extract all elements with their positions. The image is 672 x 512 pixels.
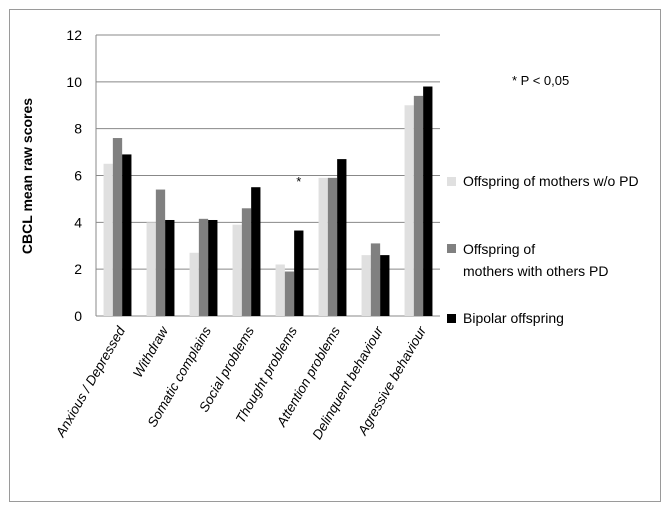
y-tick-labels: 0 2 4 6 8 10 12 — [66, 27, 82, 324]
bar — [380, 255, 390, 316]
bar — [241, 208, 252, 316]
bar — [370, 243, 381, 316]
bar — [413, 95, 424, 316]
bar — [294, 230, 304, 316]
legend-label-1: Offspring of mothers with others PD — [463, 241, 609, 279]
significance-star: * — [296, 174, 301, 189]
x-category-label: Anxious / Depressed — [52, 324, 128, 441]
y-tick-label: 0 — [74, 308, 82, 324]
y-tick-label: 6 — [74, 168, 82, 184]
bar — [327, 177, 338, 316]
bar — [155, 189, 166, 316]
bar — [361, 255, 371, 316]
bar — [165, 219, 175, 316]
legend-swatch-0 — [447, 177, 456, 186]
bar — [284, 271, 295, 316]
bar — [208, 219, 218, 316]
legend: Offspring of mothers w/o PD Offspring of… — [447, 173, 639, 326]
y-axis-label: CBCL mean raw scores — [19, 98, 35, 254]
bar — [337, 159, 347, 316]
y-tick-label: 4 — [74, 214, 82, 230]
y-tick-label: 8 — [74, 121, 82, 137]
y-tick-label: 10 — [66, 74, 82, 90]
legend-swatch-2 — [447, 314, 456, 323]
legend-label-2: Bipolar offspring — [463, 310, 564, 326]
bar — [198, 218, 209, 316]
bars — [103, 86, 433, 317]
legend-swatch-1 — [447, 244, 456, 253]
legend-label-0: Offspring of mothers w/o PD — [463, 173, 639, 189]
bar — [122, 154, 132, 316]
bar — [232, 224, 242, 316]
significance-note: * P < 0,05 — [512, 73, 569, 88]
bar — [404, 105, 414, 316]
bar — [146, 222, 156, 316]
y-tick-label: 2 — [74, 261, 82, 277]
bar — [103, 163, 113, 316]
bar — [112, 138, 123, 316]
bar — [189, 252, 199, 316]
x-category-label: Withdraw — [130, 323, 172, 380]
y-tick-label: 12 — [66, 27, 82, 43]
bar — [318, 177, 328, 316]
bar — [423, 86, 433, 317]
bar — [275, 264, 285, 316]
bar — [251, 187, 261, 316]
